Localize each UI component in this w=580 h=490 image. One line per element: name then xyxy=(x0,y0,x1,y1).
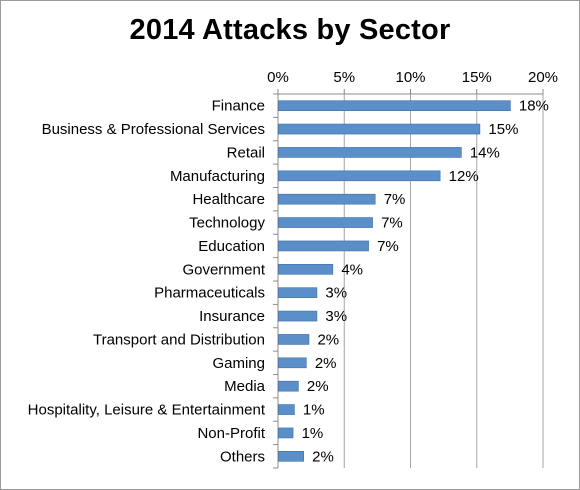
data-label: 2% xyxy=(315,355,337,372)
bar xyxy=(278,170,441,182)
category-label: Business & Professional Services xyxy=(42,121,265,138)
data-label: 2% xyxy=(307,378,329,395)
data-labels: 18%15% 14% 12% 7% 7% 7% 4% 3% 3% 2% 2% 2% 1% 1% 2% xyxy=(302,98,549,466)
data-label: 4% xyxy=(341,261,363,278)
bar xyxy=(278,427,294,439)
data-label: 1% xyxy=(303,402,325,419)
category-label: Non-Profit xyxy=(197,425,265,442)
category-label: Others xyxy=(220,448,265,465)
bar xyxy=(278,451,304,462)
bar xyxy=(278,100,511,111)
category-label: Transport and Distribution xyxy=(93,331,265,348)
x-tick-label: 15% xyxy=(462,69,492,86)
category-label: Media xyxy=(224,378,266,395)
data-label: 2% xyxy=(312,448,334,465)
bars xyxy=(278,100,511,462)
category-label: Education xyxy=(198,238,265,255)
category-label: Hospitality, Leisure & Entertainment xyxy=(28,402,266,419)
category-label: Pharmaceuticals xyxy=(154,285,265,302)
category-label: Finance xyxy=(212,98,265,115)
category-label: Manufacturing xyxy=(170,168,265,185)
data-label: 15% xyxy=(488,121,518,138)
category-label: Retail xyxy=(227,144,265,161)
data-label: 2% xyxy=(317,331,339,348)
category-labels: Finance Business & Professional Services R… xyxy=(28,98,266,466)
bar xyxy=(278,193,376,205)
x-tick-label: 5% xyxy=(333,69,355,86)
bar xyxy=(278,147,462,158)
data-label: 18% xyxy=(519,98,549,115)
x-tick-label: 0% xyxy=(267,69,289,86)
bar xyxy=(278,380,299,392)
data-label: 3% xyxy=(325,308,347,325)
x-tick-label: 10% xyxy=(395,69,425,86)
data-label: 7% xyxy=(384,191,406,208)
data-label: 12% xyxy=(449,168,479,185)
bar xyxy=(278,240,369,252)
bar xyxy=(278,123,481,135)
data-label: 7% xyxy=(377,238,399,255)
bar xyxy=(278,264,334,275)
category-label: Insurance xyxy=(199,308,265,325)
category-label: Technology xyxy=(189,215,265,232)
bar xyxy=(278,310,318,322)
x-tick-label: 20% xyxy=(528,69,558,86)
category-axis xyxy=(273,93,543,469)
chart-title: 2014 Attacks by Sector xyxy=(129,14,451,46)
bar xyxy=(278,404,295,415)
bar xyxy=(278,357,307,369)
category-label: Healthcare xyxy=(192,191,265,208)
category-label: Gaming xyxy=(212,355,265,372)
data-label: 7% xyxy=(381,215,403,232)
bar xyxy=(278,334,310,345)
category-label: Government xyxy=(182,261,265,278)
x-axis-ticks: 0% 5% 10% 15% 20% xyxy=(267,69,558,94)
data-label: 1% xyxy=(302,425,324,442)
data-label: 14% xyxy=(470,144,500,161)
bar xyxy=(278,287,318,298)
data-label: 3% xyxy=(325,285,347,302)
bar xyxy=(278,217,373,228)
